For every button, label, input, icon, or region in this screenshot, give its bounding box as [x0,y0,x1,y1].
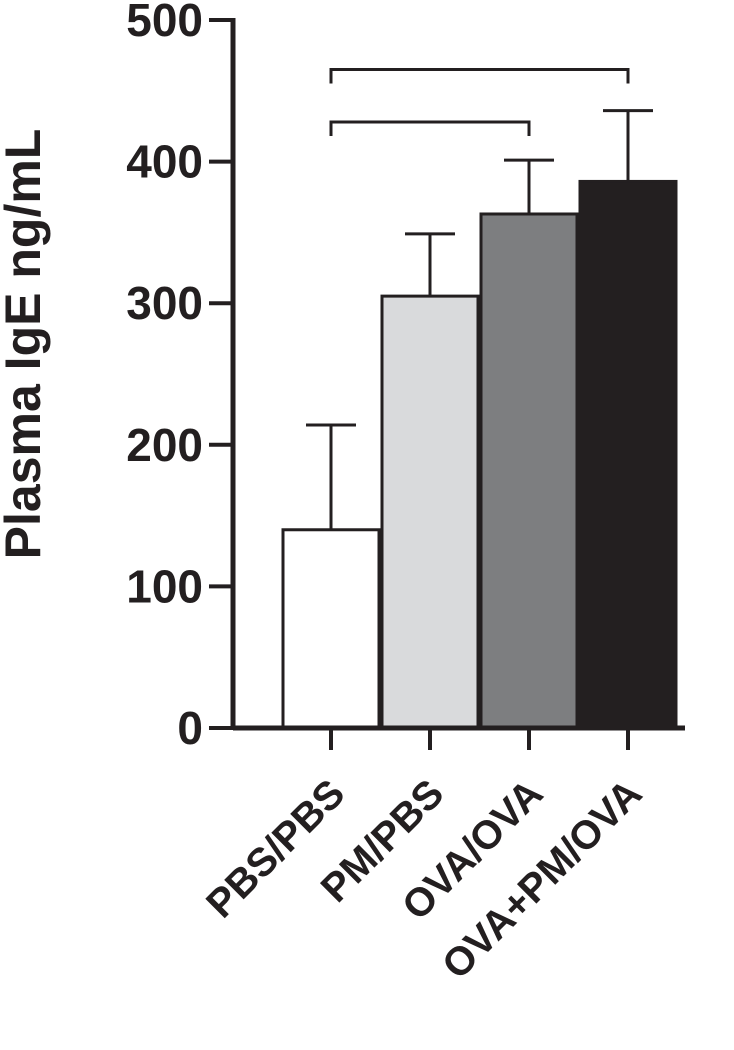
significance-bracket-0 [329,120,531,136]
bar-2 [479,212,579,730]
bar-0 [281,528,381,730]
y-tick-labels: 0 100 200 300 400 500 [126,0,203,754]
y-tick-label-4: 400 [126,136,203,188]
y-tick-label-3: 300 [126,277,203,329]
y-tick-label-1: 100 [126,560,203,612]
y-axis [209,18,685,731]
y-tick-label-5: 500 [126,0,203,46]
y-tick-label-2: 200 [126,419,203,471]
error-bars [306,109,653,530]
significance-bracket-1 [329,68,630,84]
bar-1 [380,294,480,730]
x-axis-ticks [329,728,630,750]
category-label-0: PBS/PBS [198,771,353,926]
bar-3 [578,179,678,730]
bars [281,179,678,730]
y-axis-title: Plasma IgE ng/mL [0,129,51,560]
y-tick-label-0: 0 [177,702,203,754]
significance-brackets [329,68,630,136]
